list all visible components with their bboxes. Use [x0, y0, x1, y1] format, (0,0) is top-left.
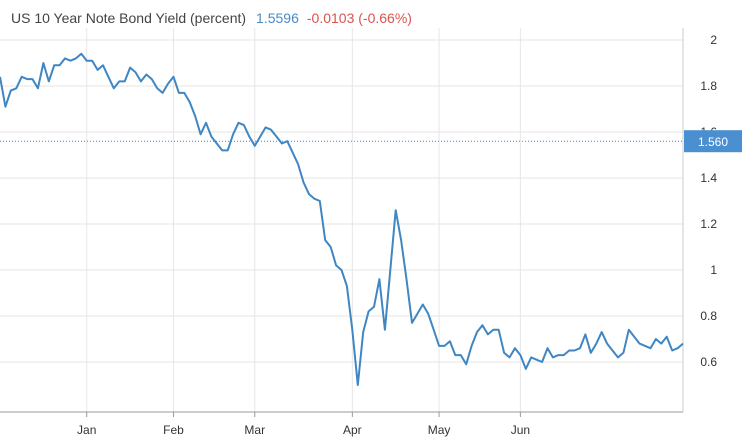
x-tick-label: Mar — [244, 423, 265, 437]
x-tick-label: Feb — [163, 423, 184, 437]
x-tick-label: Apr — [343, 423, 362, 437]
y-tick-label: 2 — [710, 33, 717, 47]
last-value-badge — [684, 130, 742, 153]
series-line — [0, 52, 684, 386]
x-tick-label: May — [428, 423, 451, 437]
last-value-text: 1.5596 — [256, 10, 299, 26]
chart-header: US 10 Year Note Bond Yield (percent) 1.55… — [11, 10, 412, 26]
x-tick-label: Jan — [77, 423, 96, 437]
y-tick-label: 1.2 — [700, 217, 717, 231]
y-tick-label: 1 — [710, 263, 717, 277]
y-tick-label: 1.8 — [700, 79, 717, 93]
last-value-badge-label: 1.560 — [698, 135, 728, 149]
y-tick-label: 0.8 — [700, 309, 717, 323]
axes — [0, 28, 684, 417]
chart-title: US 10 Year Note Bond Yield (percent) — [11, 10, 247, 26]
x-tick-label: Jun — [511, 423, 530, 437]
change-text: -0.0103 (-0.66%) — [306, 10, 412, 26]
series-layer — [0, 52, 684, 386]
last-value-marker: 1.560 — [0, 130, 742, 153]
y-tick-label: 1.4 — [700, 171, 717, 185]
grid-lines — [0, 28, 683, 412]
y-tick-label: 0.6 — [700, 355, 717, 369]
